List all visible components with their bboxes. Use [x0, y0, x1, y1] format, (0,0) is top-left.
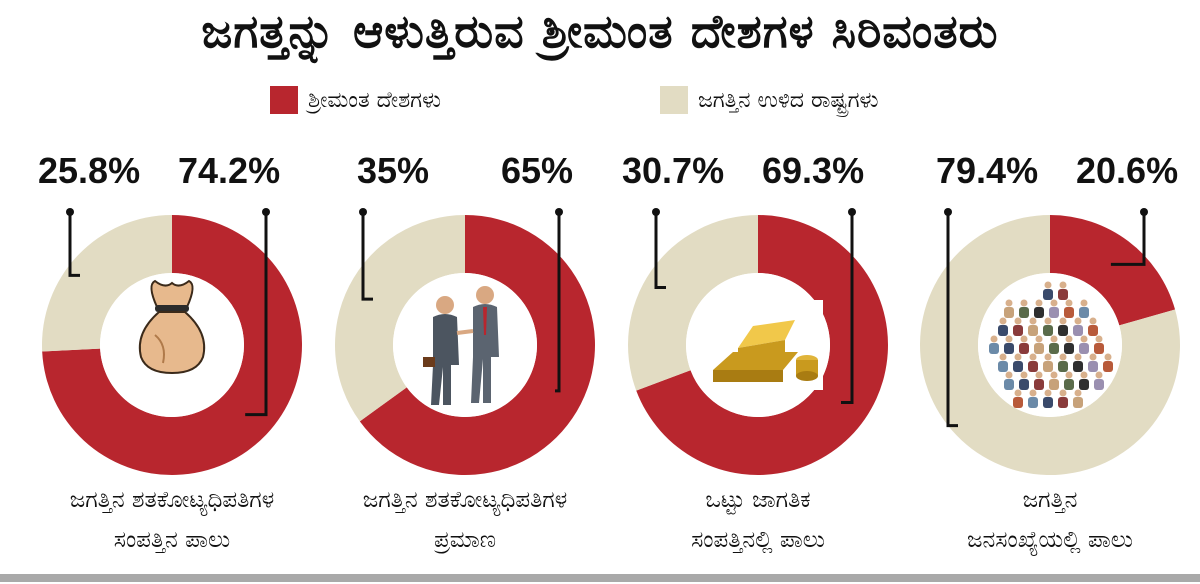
caption-line: ಒಟ್ಟು ಜಾಗತಿಕ [705, 487, 811, 513]
leader-line-rich [554, 212, 561, 393]
pie-slice-rest [920, 215, 1180, 475]
leader-dot [848, 208, 856, 216]
rest-percentage-label: 79.4% [936, 150, 1039, 191]
chart-caption: ಜಗತ್ತಿನ ಜನಸಂಖ್ಯೆಯಲ್ಲಿ ಪಾಲು [890, 480, 1200, 560]
pie-slice-rest [335, 215, 465, 422]
donut-hole [393, 273, 537, 417]
leader-dot [359, 208, 367, 216]
leader-line-rich [840, 212, 854, 405]
pie-slice-rich [636, 215, 888, 476]
leader-line-rest [68, 212, 80, 277]
businessmen-handshake-icon [423, 286, 499, 405]
caption-line: ಜನಸಂಖ್ಯೆಯಲ್ಲಿ ಪಾಲು [967, 527, 1133, 553]
caption-line: ಸಂಪತ್ತಿನಲ್ಲಿ ಪಾಲು [691, 527, 825, 553]
bottom-rule [0, 574, 1200, 582]
legend-swatch-rich [270, 86, 298, 114]
rich-percentage-label: 65% [501, 150, 574, 191]
legend-item-rest: ಜಗತ್ತಿನ ಉಳಿದ ರಾಷ್ಟ್ರಗಳು [660, 86, 878, 114]
pie-slice-rich [359, 215, 595, 476]
leader-dot [652, 208, 660, 216]
donut-chart-billionaire-wealth: 25.8% 74.2% ಜಗತ್ತಿನ ಶತಕೋಟ್ಯಧಿಪತಿಗಳ ಸಂಪತ್… [22, 150, 322, 580]
leader-line-rest [361, 212, 373, 301]
pie-slice-rest [42, 215, 172, 352]
leader-line-rich [245, 212, 268, 417]
money-bag-icon [138, 279, 206, 375]
rest-percentage-label: 30.7% [622, 150, 725, 191]
caption-line: ಜಗತ್ತಿನ [1022, 487, 1078, 513]
crowd-icon [989, 281, 1113, 408]
rich-percentage-label: 20.6% [1076, 150, 1179, 191]
leader-dot [944, 208, 952, 216]
donut-chart-billionaire-count: 35% 65% ಜಗತ್ತಿನ ಶತಕೋಟ್ಯಧಿಪತಿಗಳ ಪ್ರಮಾಣ [315, 150, 615, 580]
chart-caption: ಒಟ್ಟು ಜಾಗತಿಕ ಸಂಪತ್ತಿನಲ್ಲಿ ಪಾಲು [598, 480, 918, 560]
leader-dot [262, 208, 270, 216]
donut-svg [335, 208, 595, 476]
leader-line-rich [1110, 212, 1146, 266]
rest-percentage-label: 35% [357, 150, 430, 191]
donut-chart-population: 79.4% 20.6% ಜಗತ್ತಿನ ಜನಸಂಖ್ಯೆಯಲ್ಲಿ ಪಾಲು [900, 150, 1200, 580]
legend-item-rich: ಶ್ರೀಮಂತ ದೇಶಗಳು [270, 86, 441, 114]
page-title: ಜಗತ್ತನ್ನು ಆಳುತ್ತಿರುವ ಶ್ರೀಮಂತ ದೇಶಗಳ ಸಿರಿವ… [201, 4, 999, 58]
caption-line: ಸಂಪತ್ತಿನ ಪಾಲು [113, 527, 231, 553]
leader-dot [555, 208, 563, 216]
leader-dot [1140, 208, 1148, 216]
rich-percentage-label: 74.2% [178, 150, 281, 191]
legend-label-rich: ಶ್ರೀಮಂತ ದೇಶಗಳು [308, 87, 442, 113]
pie-slice-rich [42, 215, 303, 475]
chart-caption: ಜಗತ್ತಿನ ಶತಕೋಟ್ಯಧಿಪತಿಗಳ ಪ್ರಮಾಣ [305, 480, 625, 560]
caption-line: ಜಗತ್ತಿನ ಶತಕೋಟ್ಯಧಿಪತಿಗಳ [362, 487, 568, 513]
rest-percentage-label: 25.8% [38, 150, 141, 191]
legend: ಶ್ರೀಮಂತ ದೇಶಗಳು ಜಗತ್ತಿನ ಉಳಿದ ರಾಷ್ಟ್ರಗಳು [0, 86, 1200, 120]
caption-line: ಪ್ರಮಾಣ [433, 527, 497, 553]
leader-dot [66, 208, 74, 216]
pie-slice-rich [1050, 215, 1176, 326]
chart-caption: ಜಗತ್ತಿನ ಶತಕೋಟ್ಯಧಿಪತಿಗಳ ಸಂಪತ್ತಿನ ಪಾಲು [12, 480, 332, 560]
legend-label-rest: ಜಗತ್ತಿನ ಉಳಿದ ರಾಷ್ಟ್ರಗಳು [698, 87, 879, 113]
caption-line: ಜಗತ್ತಿನ ಶತಕೋಟ್ಯಧಿಪತಿಗಳ [69, 487, 275, 513]
donut-chart-global-wealth: 30.7% 69.3% ಒಟ್ಟು ಜಾಗತಿಕ ಸಂಪತ್ತಿನಲ್ಲಿ ಪಾ… [608, 150, 908, 580]
leader-line-rest [946, 212, 958, 428]
leader-line-rest [654, 212, 666, 289]
gold-bars-icon [703, 300, 823, 390]
pie-slice-rest [628, 215, 758, 391]
rich-percentage-label: 69.3% [762, 150, 865, 191]
legend-swatch-rest [660, 86, 688, 114]
